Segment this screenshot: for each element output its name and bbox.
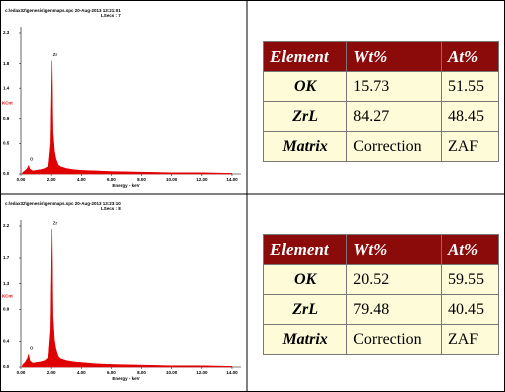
y-axis-label: KCnt — [2, 101, 13, 106]
header-row: Element Wt% At% — [262, 41, 500, 72]
chart-subtitle: LSecs : 8 — [101, 206, 121, 211]
x-tick-label: 2.00 — [47, 177, 56, 182]
y-tick-label: 0.9 — [3, 307, 10, 312]
y-tick-label: 1.4 — [3, 85, 10, 90]
cell: 84.27 — [346, 101, 442, 132]
y-tick-label: 2.2 — [3, 223, 10, 228]
x-tick-label: 12.00 — [196, 177, 208, 182]
chart-subtitle: LSecs : 7 — [101, 13, 121, 18]
header-cell: Wt% — [346, 41, 442, 72]
x-tick-label: 0.00 — [17, 177, 26, 182]
cell: 40.45 — [440, 294, 500, 325]
x-tick-label: 4.00 — [77, 177, 86, 182]
cell: 79.48 — [346, 294, 442, 325]
row-label: OK — [262, 71, 348, 102]
composition-table: Element Wt% At% OK 15.73 51.55 ZrL 84.27 48.45 Ma… — [262, 41, 500, 162]
y-tick-label: 0.5 — [3, 141, 10, 146]
x-tick-label: 2.00 — [47, 370, 56, 375]
x-tick-label: 10.00 — [166, 177, 178, 182]
x-tick-label: 8.00 — [137, 177, 146, 182]
peak-label: Zr — [53, 52, 58, 57]
x-axis-label: Energy - keV — [112, 376, 139, 381]
x-tick-label: 10.00 — [166, 370, 178, 375]
y-tick-label: 2.3 — [3, 30, 10, 35]
cell: 48.45 — [440, 101, 500, 132]
header-cell: Wt% — [346, 234, 442, 265]
row-label: Matrix — [262, 131, 348, 162]
x-tick-label: 12.00 — [196, 370, 208, 375]
cell: ZAF — [440, 324, 500, 355]
cell: 51.55 — [440, 71, 500, 102]
cell: Correction — [346, 324, 442, 355]
row: Matrix Correction ZAF — [262, 131, 500, 162]
row-label: OK — [262, 264, 348, 295]
peak-label: Zr — [53, 220, 58, 225]
header-cell: Element — [262, 234, 348, 265]
peak-label: O — [30, 345, 34, 350]
row: OK 15.73 51.55 — [262, 71, 500, 102]
x-tick-label: 8.00 — [137, 370, 146, 375]
header-cell: At% — [440, 41, 500, 72]
row: ZrL 79.48 40.45 — [262, 294, 500, 325]
cell: 59.55 — [440, 264, 500, 295]
cell: 20.52 — [346, 264, 442, 295]
row: OK 20.52 59.55 — [262, 264, 500, 295]
row-label: ZrL — [262, 101, 348, 132]
y-tick-label: 0.0 — [3, 171, 10, 176]
cell: Correction — [346, 131, 442, 162]
y-tick-label: 1.7 — [3, 255, 10, 260]
spectrum — [22, 60, 233, 175]
row-label: Matrix — [262, 324, 348, 355]
y-tick-label: 0.4 — [3, 339, 10, 344]
x-tick-label: 6.00 — [107, 177, 116, 182]
cell: 15.73 — [346, 71, 442, 102]
cell: ZAF — [440, 131, 500, 162]
header-row: Element Wt% At% — [262, 234, 500, 265]
y-tick-label: 0.0 — [3, 364, 10, 369]
peak-label: O — [30, 157, 34, 162]
chart-title: c:\edax32\genesis\genmaps.spc 20-Aug-201… — [5, 8, 121, 13]
x-tick-label: 6.00 — [107, 370, 116, 375]
x-tick-label: 14.00 — [226, 177, 238, 182]
row-label: ZrL — [262, 294, 348, 325]
x-tick-label: 0.00 — [17, 370, 26, 375]
composition-table: Element Wt% At% OK 20.52 59.55 ZrL 79.48 40.45 Ma… — [262, 234, 500, 355]
y-tick-label: 1.3 — [3, 281, 10, 286]
y-tick-label: 1.8 — [3, 61, 10, 66]
header-cell: At% — [440, 234, 500, 265]
header-cell: Element — [262, 41, 348, 72]
row: ZrL 84.27 48.45 — [262, 101, 500, 132]
x-axis-label: Energy - keV — [112, 183, 139, 188]
chart-title: c:\edax32\genesis\genmaps.spc 20-Aug-201… — [5, 201, 121, 206]
row: Matrix Correction ZAF — [262, 324, 500, 355]
y-axis-label: KCnt — [2, 294, 13, 299]
x-tick-label: 14.00 — [226, 370, 238, 375]
x-tick-label: 4.00 — [77, 370, 86, 375]
y-tick-label: 0.9 — [3, 116, 10, 121]
spectrum — [22, 229, 233, 368]
